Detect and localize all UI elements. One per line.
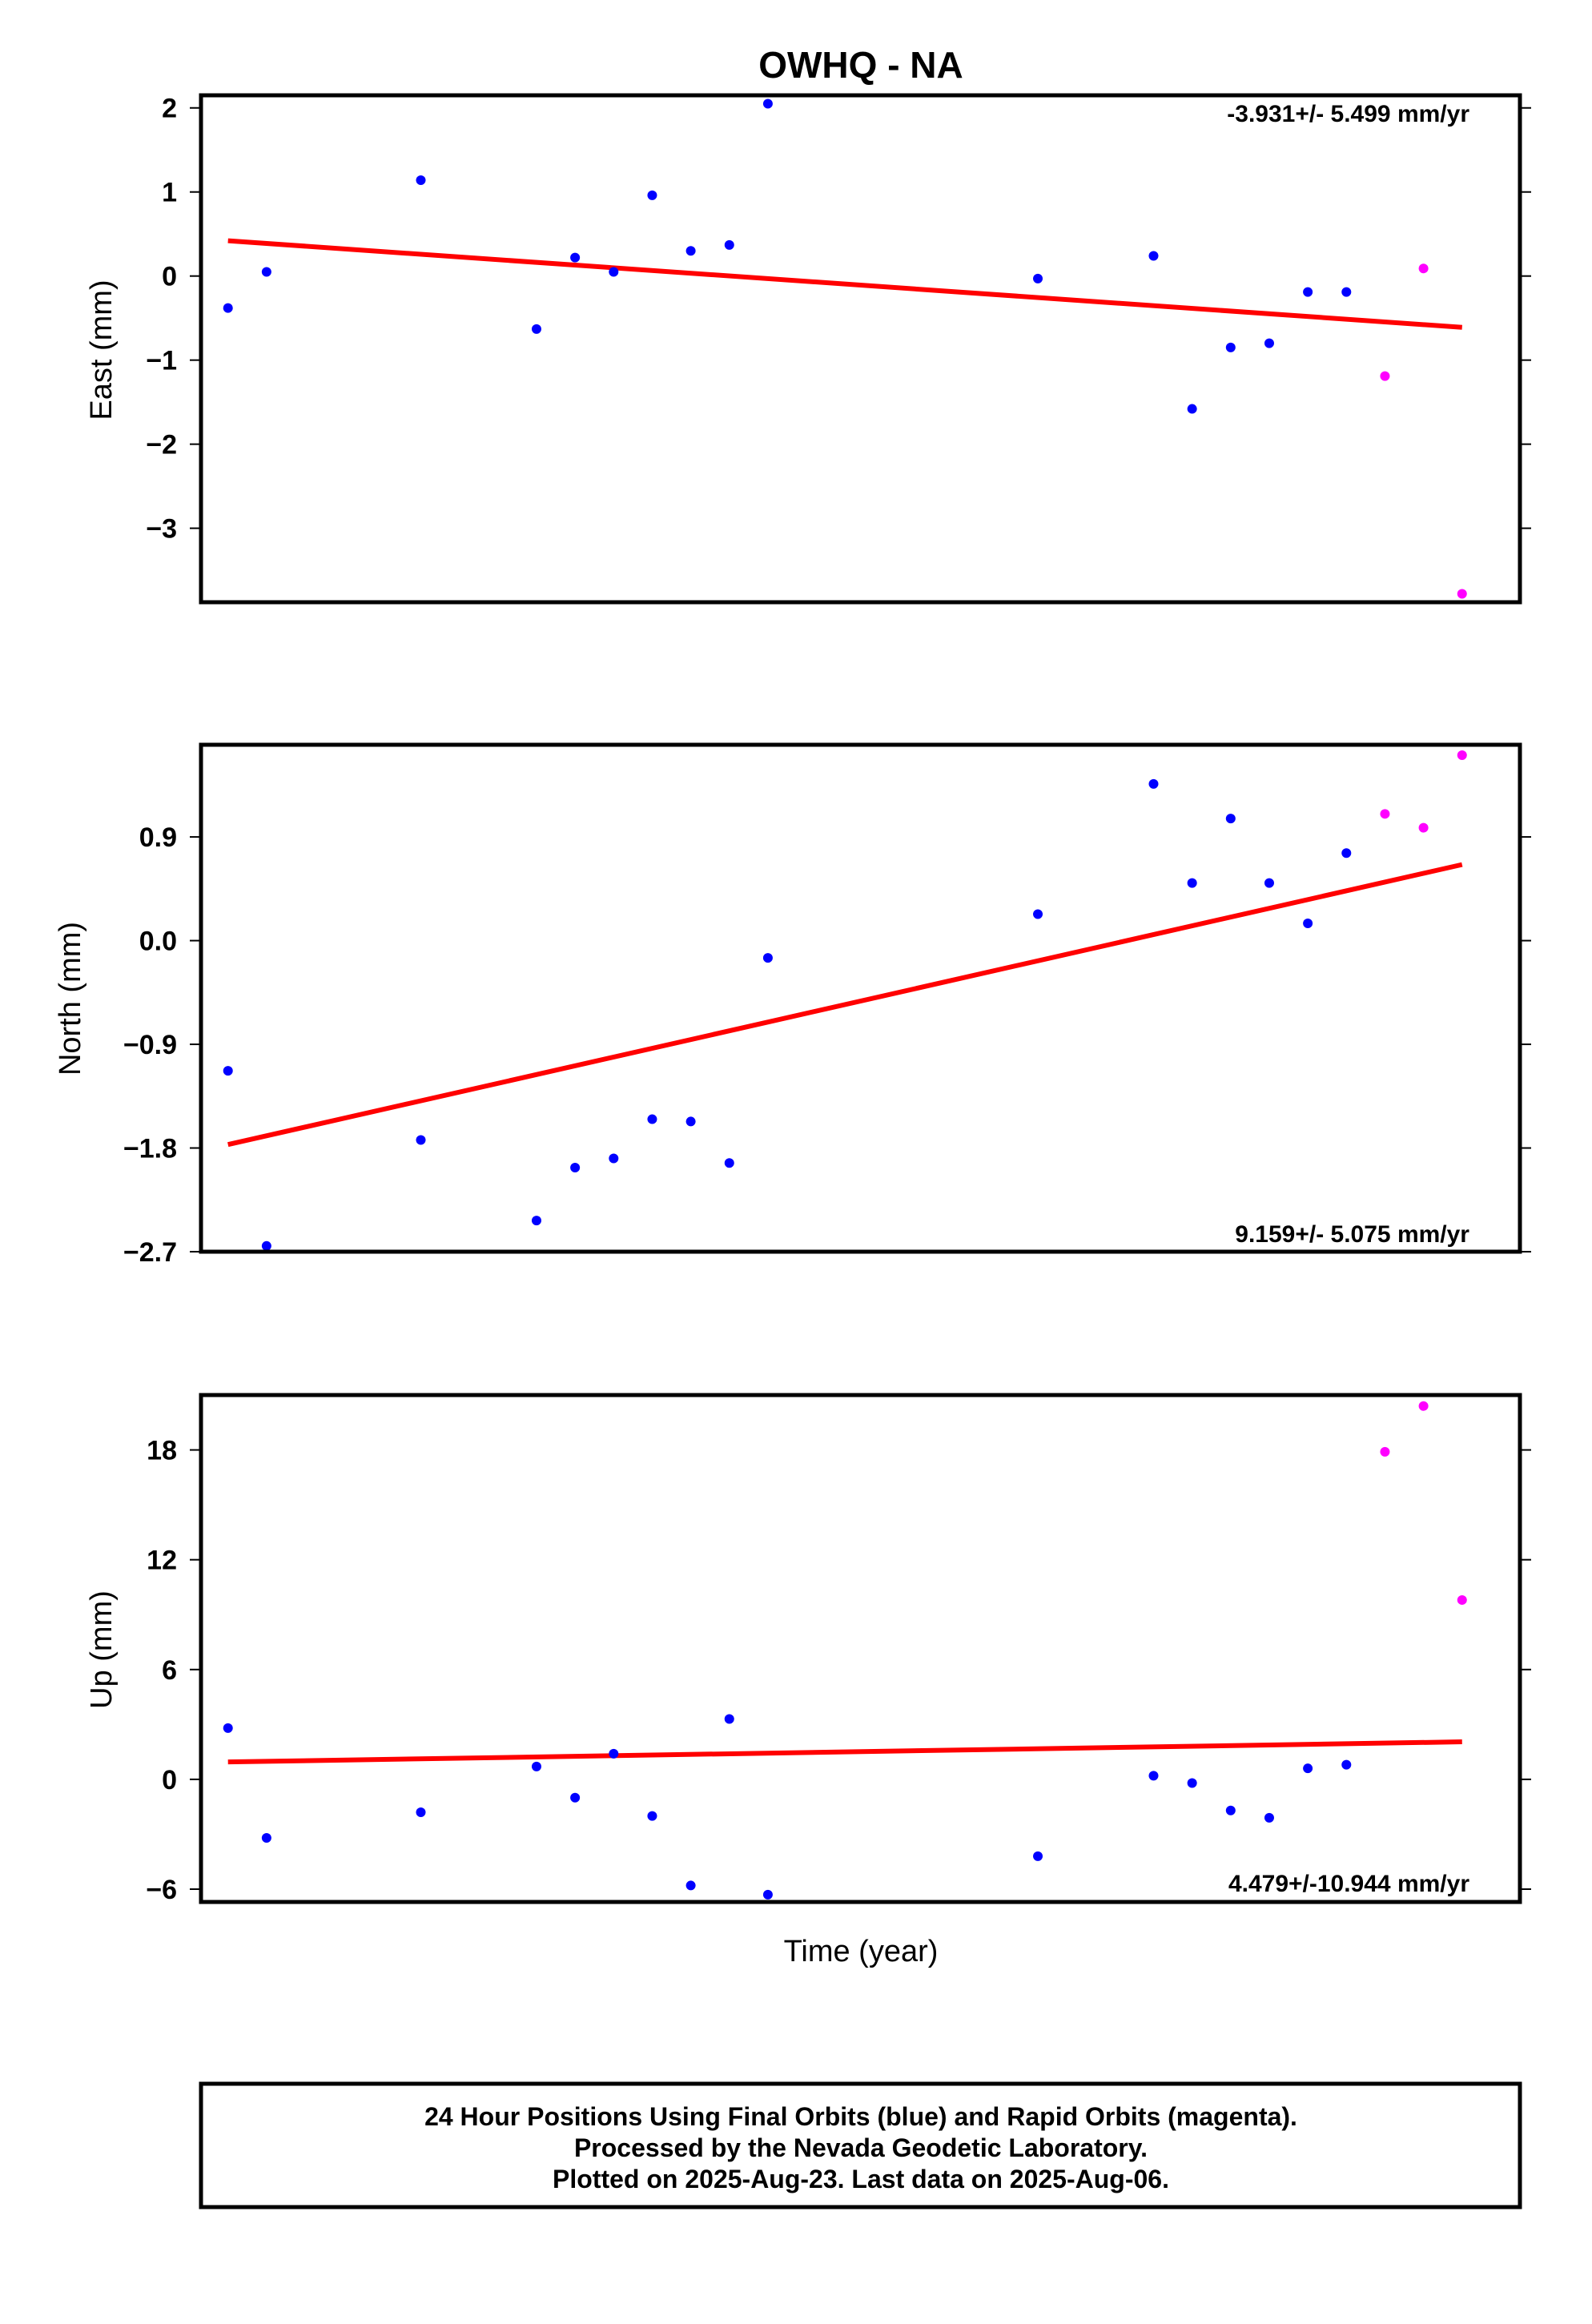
east-data-point xyxy=(1341,287,1352,297)
north-tick-label: 0.0 xyxy=(139,927,177,957)
north-plot-frame xyxy=(199,742,1522,1254)
east-data-point xyxy=(1264,338,1274,348)
east-tick-label: −2 xyxy=(146,430,177,460)
north-data-point xyxy=(1264,878,1274,888)
north-data-point xyxy=(261,1240,271,1251)
east-data-point xyxy=(1457,589,1467,599)
up-rate-label: 4.479+/-10.944 mm/yr xyxy=(1228,1871,1469,1897)
up-data-point xyxy=(647,1811,657,1821)
east-tick-label: 1 xyxy=(162,178,177,208)
footer-line-2: Processed by the Nevada Geodetic Laborat… xyxy=(574,2133,1148,2162)
north-data-point xyxy=(1187,878,1197,888)
east-data-point xyxy=(1148,251,1159,261)
up-tick-label: 0 xyxy=(162,1765,177,1795)
north-data-point xyxy=(416,1135,426,1145)
east-rate-label: -3.931+/- 5.499 mm/yr xyxy=(1227,101,1469,127)
north-tick-label: −0.9 xyxy=(123,1030,177,1060)
east-data-point xyxy=(570,252,581,263)
up-data-point xyxy=(1457,1594,1467,1605)
north-tick-label: −2.7 xyxy=(123,1237,177,1268)
north-data-point xyxy=(1033,909,1043,919)
up-tick-label: −6 xyxy=(146,1875,177,1905)
x-axis-label: Time (year) xyxy=(784,1935,939,1968)
up-data-point xyxy=(1418,1401,1429,1411)
up-data-point xyxy=(570,1792,581,1803)
east-data-point xyxy=(609,267,619,277)
up-data-point xyxy=(416,1807,426,1818)
east-data-point xyxy=(223,303,233,313)
north-data-point xyxy=(1225,814,1236,824)
north-data-point xyxy=(724,1158,734,1168)
chart-title: OWHQ - NA xyxy=(758,44,963,86)
north-data-point xyxy=(647,1114,657,1124)
east-data-point xyxy=(685,246,696,256)
up-tick-label: 12 xyxy=(147,1546,177,1576)
up-data-point xyxy=(1380,1446,1390,1457)
east-data-point xyxy=(1225,342,1236,352)
up-data-point xyxy=(1187,1778,1197,1788)
east-tick-label: −1 xyxy=(146,346,177,376)
up-data-point xyxy=(609,1748,619,1759)
up-data-point xyxy=(762,1889,773,1900)
east-data-point xyxy=(531,324,541,334)
north-data-point xyxy=(1457,750,1467,760)
north-data-point xyxy=(609,1153,619,1164)
north-trend-line xyxy=(227,862,1463,1148)
up-data-point xyxy=(531,1761,541,1771)
up-data-point xyxy=(1264,1812,1274,1823)
up-tick-label: 6 xyxy=(162,1655,177,1686)
north-axis-label: North (mm) xyxy=(54,922,87,1076)
north-data-point xyxy=(1341,848,1352,858)
up-data-point xyxy=(1225,1805,1236,1815)
up-data-point xyxy=(724,1714,734,1724)
north-data-point xyxy=(531,1216,541,1226)
north-data-point xyxy=(1380,809,1390,819)
up-plot-frame xyxy=(199,1393,1522,1904)
east-data-point xyxy=(647,190,657,200)
east-data-point xyxy=(261,267,271,277)
footer-box: 24 Hour Positions Using Final Orbits (bl… xyxy=(199,2081,1522,2209)
up-axis-label: Up (mm) xyxy=(85,1590,119,1709)
up-trend-line xyxy=(227,1739,1462,1765)
east-trend-line xyxy=(227,238,1462,330)
east-data-point xyxy=(1380,371,1390,381)
east-tick-label: 2 xyxy=(162,94,177,124)
north-data-point xyxy=(762,953,773,963)
east-data-point xyxy=(724,239,734,250)
up-data-point xyxy=(261,1833,271,1844)
north-data-point xyxy=(223,1066,233,1076)
east-data-point xyxy=(1418,263,1429,274)
up-data-point xyxy=(223,1723,233,1733)
north-panel: North (mm) 9.159+/- 5.075 mm/yr 0.9 0.0 −0… xyxy=(54,742,1531,1268)
up-panel: Up (mm) 4.479+/-10.944 mm/yr 18 12 6 0 −6 xyxy=(85,1393,1531,1905)
east-data-point xyxy=(1033,273,1043,283)
north-data-point xyxy=(1148,778,1159,789)
east-tick-label: −3 xyxy=(146,514,177,545)
up-data-point xyxy=(685,1880,696,1891)
east-axis-label: East (mm) xyxy=(85,279,119,420)
north-data-point xyxy=(685,1116,696,1127)
up-data-point xyxy=(1033,1851,1043,1861)
east-tick-label: 0 xyxy=(162,262,177,292)
east-data-point xyxy=(762,99,773,109)
north-data-point xyxy=(1418,822,1429,833)
north-data-point xyxy=(570,1162,581,1172)
east-data-point xyxy=(416,175,426,186)
up-data-point xyxy=(1148,1771,1159,1781)
north-tick-label: 0.9 xyxy=(139,822,177,853)
east-panel: East (mm) -3.931+/- 5.499 mm/yr 2 1 0 −1 −2 −… xyxy=(85,93,1531,605)
north-rate-label: 9.159+/- 5.075 mm/yr xyxy=(1235,1221,1469,1248)
footer-line-1: 24 Hour Positions Using Final Orbits (bl… xyxy=(424,2102,1297,2131)
east-data-point xyxy=(1303,287,1313,297)
east-data-point xyxy=(1187,404,1197,414)
up-data-point xyxy=(1303,1763,1313,1774)
footer-frame xyxy=(199,2081,1522,2209)
up-tick-label: 18 xyxy=(147,1436,177,1466)
up-data-point xyxy=(1341,1759,1352,1770)
north-data-point xyxy=(1303,918,1313,928)
east-plot-frame xyxy=(199,93,1522,605)
north-tick-label: −1.8 xyxy=(123,1134,177,1164)
footer-line-3: Plotted on 2025-Aug-23. Last data on 202… xyxy=(553,2165,1169,2193)
